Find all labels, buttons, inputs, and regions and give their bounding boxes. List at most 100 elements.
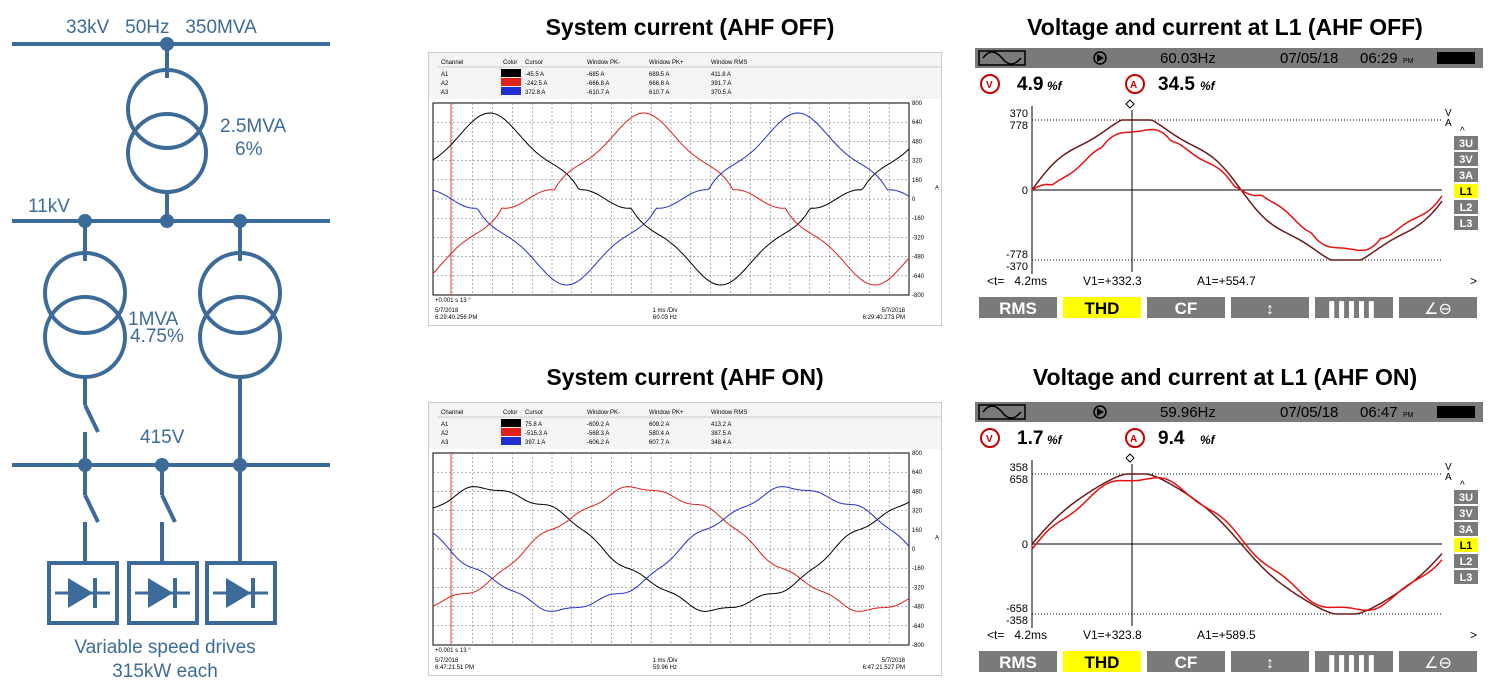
cursor-button[interactable] — [1231, 297, 1309, 318]
channel-3v-button[interactable] — [1454, 152, 1478, 166]
svg-text:V: V — [986, 80, 993, 91]
record-icon[interactable] — [1093, 405, 1107, 419]
readout-voltage: V1=+323.8 — [1083, 628, 1142, 642]
harmonics-button[interactable] — [1315, 297, 1393, 318]
channel-3a-button[interactable] — [1454, 168, 1478, 182]
fluke-date: 07/05/18 — [1280, 404, 1338, 421]
cursor-button[interactable] — [1231, 651, 1309, 672]
channel-3v-button[interactable] — [1454, 506, 1478, 520]
scope-channel: A1 — [441, 422, 449, 428]
battery-icon — [1437, 52, 1475, 64]
fluke-off-title: Voltage and current at L1 (AHF OFF) — [1027, 14, 1423, 40]
wave-mode-icon[interactable] — [978, 50, 1026, 66]
channel-l2-button[interactable] — [1454, 554, 1478, 568]
scope-header: Cursor — [525, 60, 543, 66]
fluke-time: 06:47 — [1360, 404, 1398, 421]
phase-button[interactable] — [1399, 297, 1477, 318]
scope-ytick: 0 — [912, 547, 916, 553]
transformer-2-secondary — [198, 295, 282, 379]
rms-button[interactable] — [979, 297, 1057, 318]
scope-time-left: 6:47:21.51 PM — [435, 665, 474, 671]
cursor-readout: +0.001 s 13 ° — [435, 298, 471, 304]
scope-cell: 609.2 A — [649, 422, 669, 428]
readout-time: <t= 4.2ms — [987, 628, 1047, 642]
y-top-v: 358 — [1010, 462, 1028, 474]
channel-3u-button[interactable] — [1454, 490, 1478, 504]
scope-cell: 75.8 A — [525, 422, 542, 428]
cursor-icon: ↕ — [1266, 301, 1274, 318]
channel-3a-button[interactable] — [1454, 522, 1478, 536]
scope-cell: 413.2 A — [711, 422, 731, 428]
channel-label: L2 — [1460, 556, 1473, 568]
scope-timebase: 1 ms /Div — [652, 658, 677, 664]
trace-red — [432, 112, 910, 286]
fkey-label: RMS — [999, 653, 1037, 672]
scope-cell: -609.2 A — [587, 422, 609, 428]
fluke-svg: 59.96Hz 07/05/18 06:47 PMV A1.7 %f 9.4 %f358658… — [975, 402, 1483, 673]
transformer-1-primary — [43, 251, 127, 335]
svg-text:^: ^ — [1460, 480, 1465, 491]
channel-color-swatch — [501, 419, 521, 427]
scope-header: Cursor — [525, 410, 543, 416]
scope-header: Channel — [441, 410, 463, 416]
record-icon[interactable] — [1093, 51, 1107, 65]
one-line-diagram: 33kV 50Hz 350MVA 2.5MVA 6% 11kV 1MVA 4.7… — [0, 0, 340, 693]
scope-header: Window RMS — [711, 60, 747, 66]
scope-header: Window PK+ — [649, 60, 684, 66]
scope-ytick: 480 — [912, 489, 923, 495]
channel-label: L1 — [1460, 186, 1473, 198]
readout-current: A1=+554.7 — [1197, 274, 1256, 288]
scope-ytick: -160 — [912, 566, 925, 572]
phasor-icon: ∠⊖ — [1424, 301, 1452, 318]
mv-bus-label: 11kV — [28, 196, 70, 217]
channel-color-swatch — [501, 437, 521, 445]
channel-color-swatch — [501, 428, 521, 436]
scope-cell: 372.8 A — [525, 90, 545, 96]
tx-dist-impedance: 4.75% — [130, 326, 184, 347]
y-bot-v: -370 — [1006, 261, 1028, 273]
drive-2 — [127, 561, 199, 625]
scope-unit: A — [935, 185, 939, 191]
y-top-a: 658 — [1010, 474, 1028, 486]
battery-icon — [1437, 406, 1475, 418]
harmonics-button[interactable] — [1315, 651, 1393, 672]
cf-button[interactable] — [1147, 297, 1225, 318]
scope-ytick: 0 — [912, 197, 916, 203]
scope-header: Window RMS — [711, 410, 747, 416]
scope-header: Window PK+ — [649, 410, 684, 416]
scope-cell: 370.5 A — [711, 90, 731, 96]
scope-svg: Channel Color Cursor Window PK- Window PK+ Wi… — [429, 53, 941, 321]
channel-label: L3 — [1460, 218, 1473, 230]
y-top-a: 778 — [1010, 120, 1028, 132]
channel-l3-button[interactable] — [1454, 216, 1478, 230]
fluke-on-title: Voltage and current at L1 (AHF ON) — [1032, 364, 1418, 390]
phase-button[interactable] — [1399, 651, 1477, 672]
channel-l1-button[interactable] — [1454, 184, 1478, 198]
channel-l1-button[interactable] — [1454, 538, 1478, 552]
drives-label-2: 315kW each — [112, 661, 218, 682]
fluke-svg: 60.03Hz 07/05/18 06:29 PMV A4.9 %f 34.5 %f37077… — [975, 48, 1483, 319]
transformer-main-secondary — [126, 112, 208, 194]
breaker-drive-2 — [160, 494, 177, 523]
cursor-marker[interactable] — [1125, 453, 1135, 463]
channel-l2-button[interactable] — [1454, 200, 1478, 214]
scope-svg: Channel Color Cursor Window PK- Window PK+ Wi… — [429, 403, 941, 671]
cursor-readout: +0.001 s 13 ° — [435, 648, 471, 654]
cf-button[interactable] — [1147, 651, 1225, 672]
channel-l3-button[interactable] — [1454, 570, 1478, 584]
scope-channel: A2 — [441, 431, 449, 437]
scope-ytick: 160 — [912, 178, 923, 184]
trace-blue — [432, 112, 910, 286]
thd-button[interactable] — [1063, 297, 1141, 318]
scope-date-right: 5/7/2018 — [882, 308, 906, 314]
scope-ytick: 800 — [912, 451, 923, 457]
rms-button[interactable] — [979, 651, 1057, 672]
svg-text:A: A — [1130, 434, 1137, 445]
scope-header: Color — [503, 410, 517, 416]
trace-blue — [432, 486, 910, 612]
wave-mode-icon[interactable] — [978, 404, 1026, 420]
scope-cell: 580.4 A — [649, 431, 669, 437]
cursor-marker[interactable] — [1125, 99, 1135, 109]
thd-button[interactable] — [1063, 651, 1141, 672]
channel-3u-button[interactable] — [1454, 136, 1478, 150]
